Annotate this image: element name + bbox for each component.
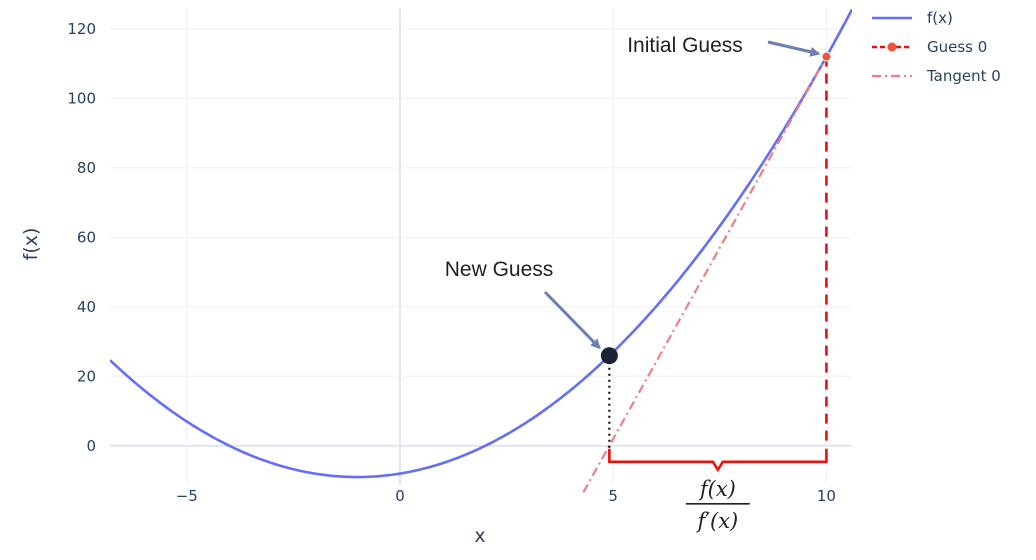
- y-tick-label: 20: [77, 367, 96, 385]
- annotations: f(x) f′(x) Initial Guess New Guess: [445, 34, 828, 533]
- legend: f(x) Guess 0 Tangent 0: [872, 9, 1001, 85]
- formula-numerator: f(x): [698, 477, 736, 501]
- legend-label-tangent: Tangent 0: [926, 67, 1001, 85]
- initial-guess-label: Initial Guess: [627, 34, 743, 57]
- x-tick-label: −5: [176, 487, 198, 505]
- y-tick-label: 100: [67, 89, 96, 107]
- step-bracket: [608, 448, 828, 473]
- x-tick-label: 10: [817, 487, 836, 505]
- x-tick-label: 5: [608, 487, 618, 505]
- y-axis-title: f(x): [20, 228, 42, 261]
- formula-denominator: f′(x): [695, 509, 738, 533]
- series: [110, 8, 852, 493]
- y-tick-label: 60: [77, 228, 96, 246]
- y-tick-label: 40: [77, 298, 96, 316]
- y-tick-label: 0: [86, 437, 96, 455]
- y-tick-label: 80: [77, 159, 96, 177]
- tangent-line: [582, 56, 828, 493]
- new-guess-label: New Guess: [445, 258, 554, 281]
- x-tick-label: 0: [395, 487, 405, 505]
- legend-swatch-guess-marker: [887, 42, 897, 52]
- new-guess-point: [600, 347, 618, 365]
- legend-label-fx: f(x): [927, 9, 953, 27]
- new-guess-arrow: [543, 290, 601, 350]
- grid: [110, 8, 852, 484]
- fx-curve: [110, 8, 852, 479]
- initial-guess-arrow: [767, 40, 821, 57]
- guess-0-marker: [821, 51, 832, 62]
- x-axis-title: x: [474, 525, 485, 547]
- y-tick-label: 120: [67, 20, 96, 38]
- legend-label-guess: Guess 0: [927, 38, 987, 56]
